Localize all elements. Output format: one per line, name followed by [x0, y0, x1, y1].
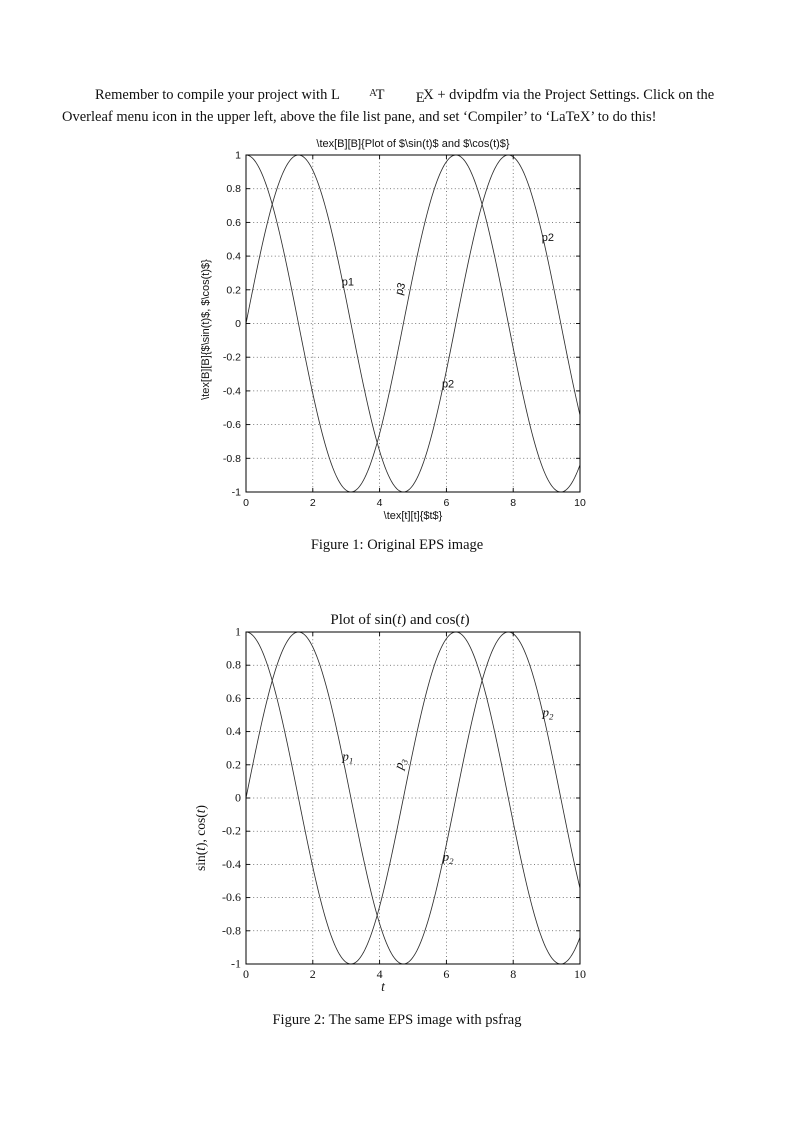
- figure-2-plot: 0 2 4 6 8 10 1 0.8 0.6 0.4 0.2 0 -0.2 -0.4 -0.6 -0.8 -1 P…: [196, 603, 606, 1003]
- y-axis-label: sin(t), cos(t): [196, 805, 208, 871]
- latex-logo: L AT EX: [330, 86, 434, 106]
- x-tick-label: 0: [243, 497, 249, 509]
- y-tick-label: -0.4: [223, 385, 241, 397]
- figure-1-caption: Figure 1: Original EPS image: [310, 537, 484, 553]
- y-tick-label: -0.6: [222, 890, 241, 904]
- x-tick-label: 4: [377, 967, 383, 981]
- plot-svg: 0 2 4 6 8 10 1 0.8 0.6 0.4 0.2 0 -0.2 -0.4 -0.6 -0.8 -1 P…: [196, 612, 586, 994]
- y-tick-label: -1: [231, 957, 241, 971]
- y-tick-label: 0.8: [226, 183, 241, 195]
- y-tick-label: 0.4: [226, 724, 241, 738]
- y-tick-label: -0.8: [222, 923, 241, 937]
- curve-cos: [245, 154, 581, 493]
- x-tick-label: 8: [510, 967, 516, 981]
- y-tick-label: 0.4: [226, 251, 241, 263]
- curve-cos: [245, 631, 581, 965]
- y-tick-label: 0: [235, 318, 241, 330]
- curve-label-1: p3: [393, 281, 408, 296]
- y-tick-label: 0.6: [226, 691, 241, 705]
- intro-text-before-logo: Remember to compile your project with: [95, 86, 331, 103]
- y-tick-label: 0.6: [226, 217, 241, 229]
- curve-label-0: p1: [342, 277, 354, 289]
- curve-sin: [245, 154, 581, 493]
- intro-text-line1: + dvipdfm via the Project Settings. Clic…: [62, 86, 715, 125]
- curve-label-3: p2: [542, 232, 554, 244]
- figure-1-plot: 0 2 4 6 8 10 1 0.8 0.6 0.4 0.2 0 -0.2 -0.4 -0.6 -0.8 -1 \…: [196, 136, 606, 528]
- y-axis-label: \tex[B][B]{$\sin(t)$, $\cos(t)$}: [200, 259, 212, 400]
- y-tick-label: -0.2: [222, 824, 241, 838]
- y-tick-label: 0.8: [226, 658, 241, 672]
- y-tick-label: 0: [235, 791, 241, 805]
- y-tick-label: -0.6: [223, 419, 241, 431]
- x-tick-label: 10: [574, 497, 586, 509]
- x-tick-label: 4: [377, 497, 383, 509]
- y-tick-label: -0.8: [223, 453, 241, 465]
- y-tick-label: 0.2: [226, 757, 241, 771]
- y-tick-label: 0.2: [226, 284, 241, 296]
- plot-svg: 0 2 4 6 8 10 1 0.8 0.6 0.4 0.2 0 -0.2 -0.4 -0.6 -0.8 -1 \…: [200, 138, 586, 522]
- x-tick-label: 0: [243, 967, 249, 981]
- curve-label-0: p1: [341, 749, 353, 766]
- y-tick-label: 1: [235, 150, 241, 162]
- x-tick-label: 2: [310, 967, 316, 981]
- x-tick-label: 6: [443, 967, 449, 981]
- x-tick-label: 10: [574, 967, 586, 981]
- plot-box: [245, 154, 581, 493]
- plot-title: Plot of sin(t) and cos(t): [330, 612, 469, 628]
- curve-label-2: p2: [442, 379, 454, 391]
- curve-label-2: p2: [442, 849, 455, 866]
- x-tick-label: 6: [443, 497, 449, 509]
- curve-label-3: p2: [541, 705, 554, 722]
- x-axis-label: t: [381, 979, 386, 994]
- y-tick-label: -0.2: [223, 352, 241, 364]
- plot-box: [245, 631, 581, 965]
- y-tick-label: -1: [232, 487, 241, 499]
- x-axis-label: \tex[t][t]{$t$}: [384, 510, 443, 522]
- curve-label-1: p3: [390, 756, 410, 773]
- x-tick-label: 2: [310, 497, 316, 509]
- x-tick-label: 8: [510, 497, 516, 509]
- figure-2-caption: Figure 2: The same EPS image with psfrag: [272, 1012, 522, 1028]
- y-tick-label: -0.4: [222, 857, 241, 871]
- intro-text-line2: menu icon in the upper left, above the f…: [116, 108, 657, 125]
- curve-sin: [245, 631, 581, 965]
- y-tick-label: 1: [235, 625, 241, 639]
- plot-title: \tex[B][B]{Plot of $\sin(t)$ and $\cos(t…: [316, 138, 510, 150]
